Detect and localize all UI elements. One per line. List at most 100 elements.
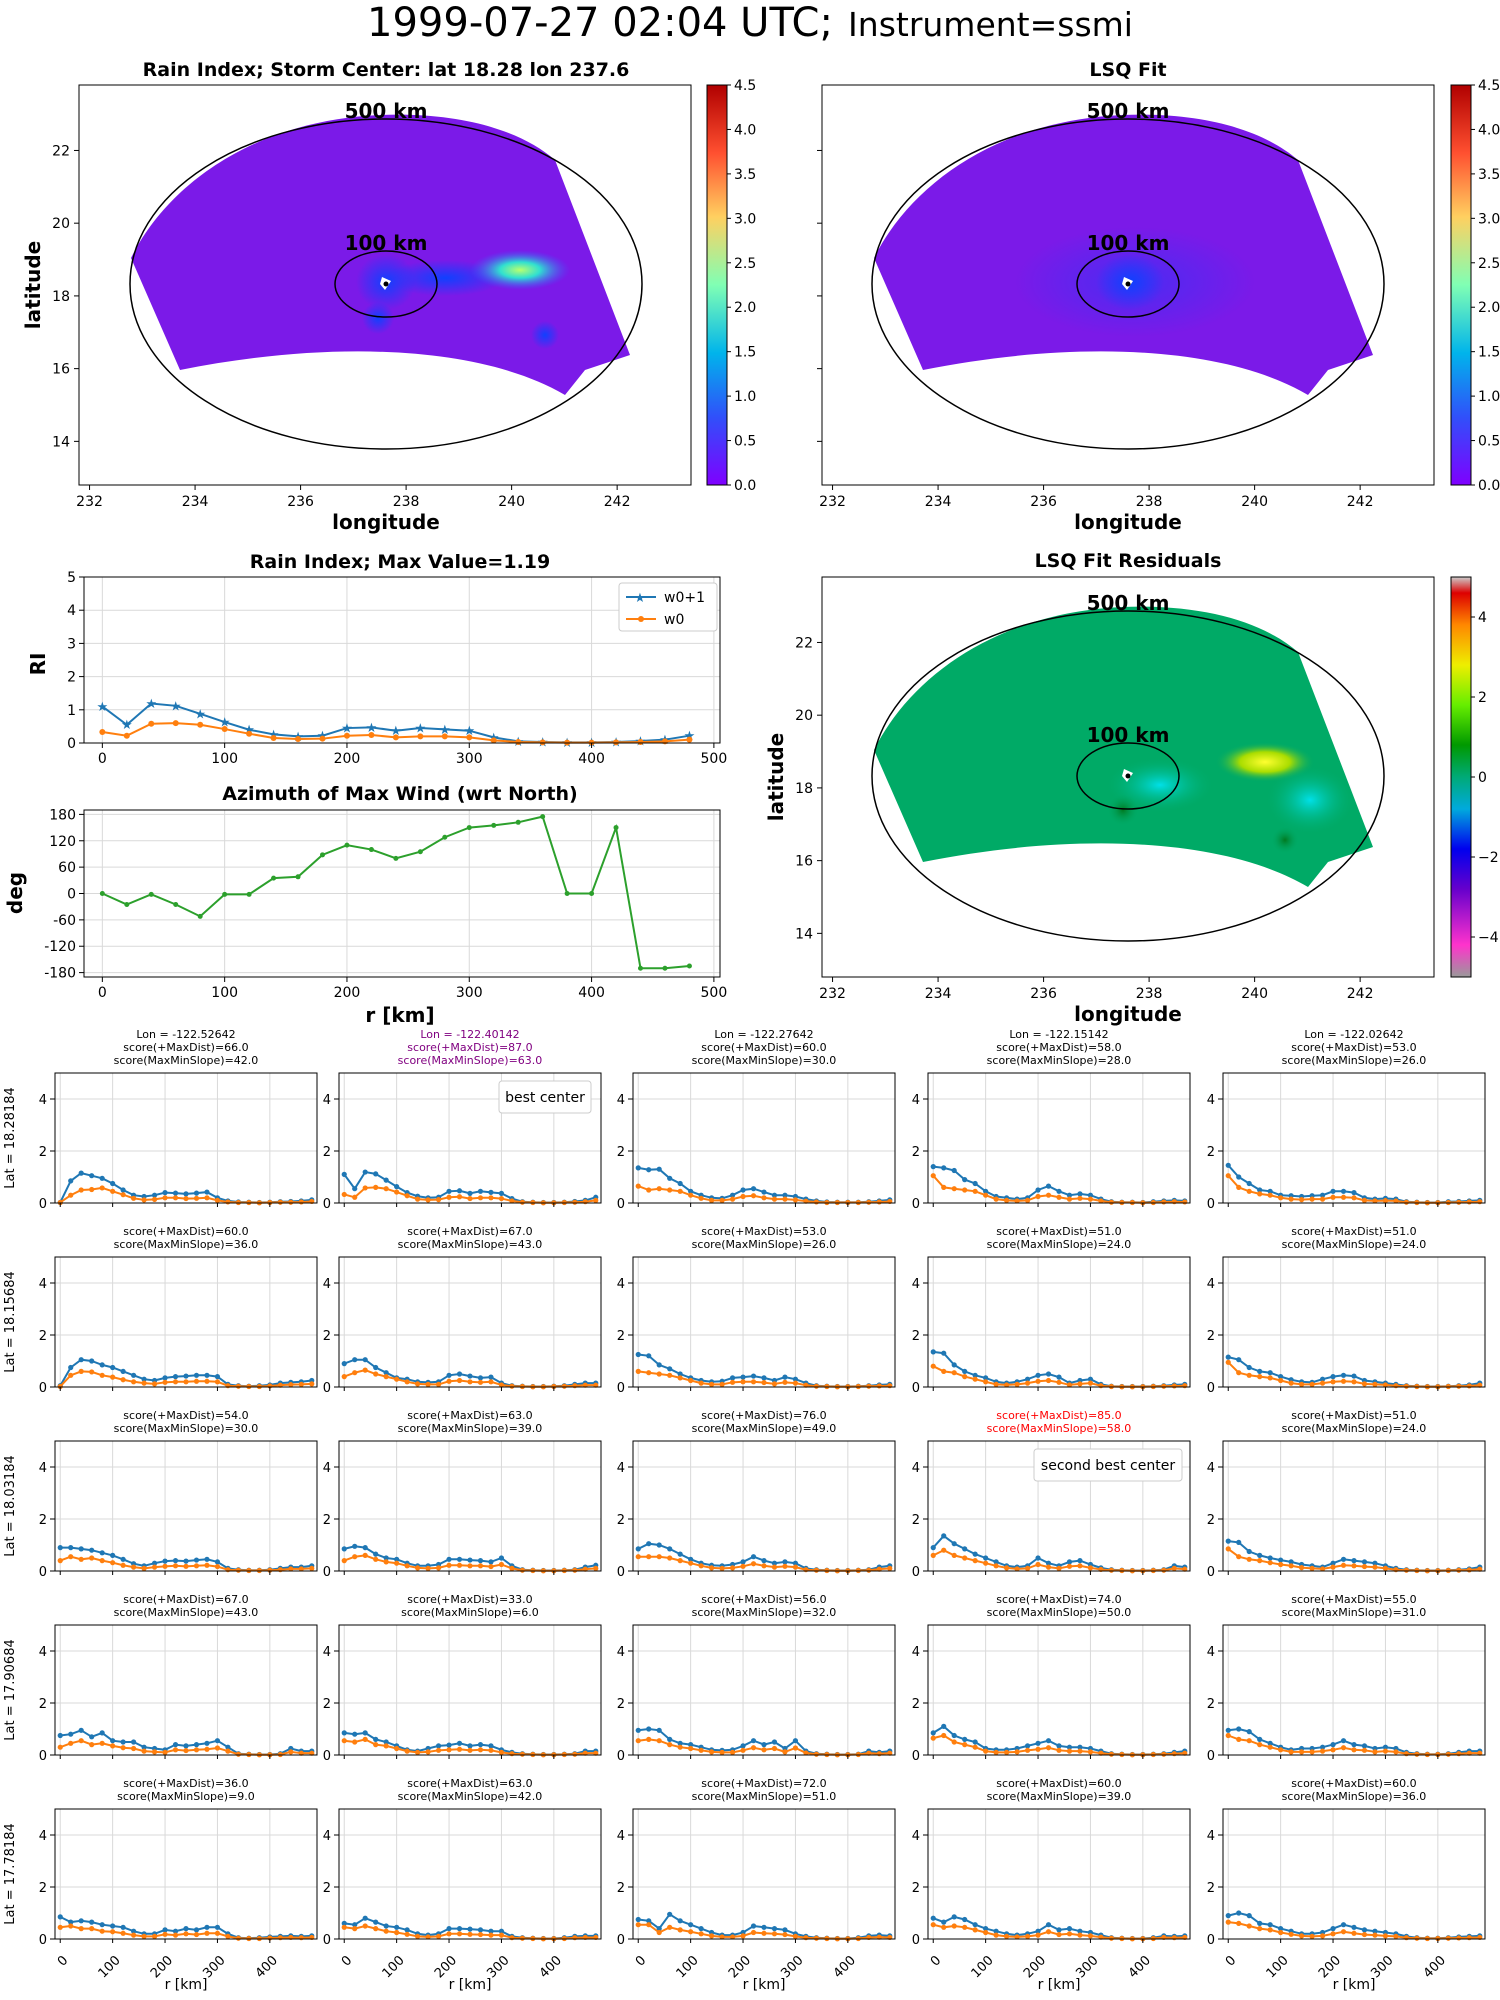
profile-series-w0p1-point — [667, 1546, 673, 1552]
profile-series-w0-point — [1445, 1383, 1451, 1390]
profile-series-w0-point — [498, 1382, 505, 1388]
residuals-map-xtick-label: 238 — [1136, 986, 1163, 1002]
plot-frame — [338, 1440, 602, 1572]
panel-score-maxdist: score(+MaxDist)=63.0 — [407, 1409, 532, 1422]
profile-series-w0-point — [488, 1747, 494, 1753]
plot-frame — [632, 1624, 896, 1756]
profile-series-w0-point — [1477, 1382, 1483, 1388]
ytick-label: 4 — [39, 1645, 47, 1660]
profile-series-w0-point — [941, 1547, 947, 1553]
panel-score-maxdist: score(+MaxDist)=51.0 — [996, 1225, 1121, 1238]
profile-series-w0p1-point — [1045, 1738, 1052, 1744]
profile-series-w0-point — [394, 1560, 400, 1566]
profile-series-w0p1-point — [477, 1558, 484, 1564]
panel-lon-label: Lon = -122.52642 — [136, 1028, 235, 1041]
profile-series-w0-point — [1456, 1199, 1462, 1205]
profile-series-w0-point — [646, 1370, 652, 1376]
profile-panel: score(+MaxDist)=51.0score(MaxMinSlope)=2… — [1207, 1225, 1486, 1396]
profile-series-w0p1-point — [467, 1190, 473, 1196]
profile-series-w0p1-point — [667, 1366, 673, 1372]
profile-series-w0-point — [1288, 1196, 1294, 1202]
profile-series-w0-point — [1309, 1565, 1315, 1571]
profile-series-w0p1-point — [120, 1556, 126, 1562]
profile-series-w0-point — [183, 1931, 189, 1937]
profile-series-w0-point — [246, 1383, 252, 1390]
profile-series-w0-point — [561, 1383, 567, 1389]
profile-series-w0p1-point — [1056, 1927, 1062, 1933]
profile-series-w0-point — [1014, 1566, 1020, 1572]
profile-series-w0-point — [204, 1930, 210, 1936]
profile-series-w0-point — [1414, 1383, 1420, 1390]
profile-series-w0-point — [930, 1363, 936, 1369]
profile-series-w0p1-point — [1330, 1374, 1336, 1380]
profile-series-w0-point — [1171, 1565, 1177, 1571]
colorbar-tick-label: 2.0 — [734, 300, 756, 316]
profile-series-w0p1-point — [729, 1375, 736, 1381]
profile-series-w0-point — [1340, 1562, 1347, 1568]
profile-series-w0-point — [1267, 1375, 1273, 1381]
profile-series-w0p1-point — [667, 1175, 673, 1181]
profile-panel: score(+MaxDist)=60.0score(MaxMinSlope)=3… — [912, 1777, 1191, 1993]
ri-series-w0-point — [417, 733, 424, 740]
profile-series-w0-point — [1288, 1931, 1294, 1937]
ring-label-100: 100 km — [1087, 723, 1170, 747]
profile-series-w0p1-point — [131, 1739, 137, 1745]
profile-series-w0-point — [298, 1566, 304, 1572]
ytick-label: 2 — [39, 1513, 47, 1528]
profile-series-w0-point — [1435, 1935, 1441, 1942]
profile-series-w0p1-point — [1257, 1552, 1263, 1558]
panel-score-maxdist: score(+MaxDist)=60.0 — [996, 1777, 1121, 1790]
ytick-label: 4 — [1207, 1645, 1215, 1660]
residual-colorbar — [1450, 576, 1472, 978]
profile-series-w0-point — [1182, 1566, 1188, 1572]
profile-series-w0-point — [761, 1379, 767, 1386]
panel-xlabel: r [km] — [743, 1977, 786, 1993]
ring-100km — [1076, 742, 1180, 810]
profile-series-w0p1-point — [656, 1362, 662, 1368]
profile-series-w0p1-point — [941, 1919, 947, 1925]
xtick-label: 100 — [1264, 1953, 1292, 1981]
profile-series-w0p1-point — [193, 1557, 200, 1563]
profile-series-w0p1-point — [792, 1738, 799, 1744]
panel-score-maxdist: score(+MaxDist)=53.0 — [1291, 1041, 1416, 1054]
profile-series-w0p1-point — [1267, 1922, 1273, 1928]
plot-frame — [1222, 1072, 1486, 1204]
profile-series-w0-point — [941, 1368, 947, 1374]
profile-series-w0p1-point — [57, 1732, 63, 1739]
ytick-label: 4 — [39, 1829, 47, 1844]
panel-score-slope: score(MaxMinSlope)=26.0 — [692, 1238, 837, 1251]
profile-series-w0p1-point — [1340, 1188, 1347, 1194]
profile-series-w0-point — [941, 1732, 947, 1739]
ytick-label: 4 — [912, 1829, 920, 1844]
profile-series-w0p1-point — [750, 1554, 757, 1560]
profile-series-w0p1-point — [635, 1351, 641, 1358]
profile-series-w0-point — [771, 1381, 778, 1387]
profile-series-w0p1-point — [688, 1188, 694, 1194]
legend-w0p1: w0+1 — [664, 590, 705, 606]
profile-series-w0-point — [667, 1187, 673, 1193]
profile-series-w0-point — [1045, 1745, 1052, 1751]
profile-series-w0p1-point — [951, 1914, 957, 1920]
profile-series-w0-point — [635, 1183, 641, 1189]
profile-series-w0p1-point — [677, 1918, 683, 1924]
profile-series-w0p1-point — [1382, 1744, 1389, 1750]
plot-frame — [927, 1256, 1191, 1388]
profile-series-w0p1-point — [782, 1374, 788, 1380]
rain-colorbar — [706, 84, 728, 486]
profile-series-w0p1-point — [477, 1927, 484, 1933]
profile-series-w0-point — [993, 1563, 999, 1569]
panel-score-slope: score(MaxMinSlope)=24.0 — [987, 1238, 1132, 1251]
profile-series-w0-point — [1414, 1567, 1420, 1574]
profile-series-w0-point — [1077, 1748, 1083, 1754]
profile-series-w0p1-point — [930, 1164, 936, 1170]
profile-series-w0-point — [719, 1197, 725, 1203]
xtick-label: 400 — [578, 751, 605, 767]
ytick-label: 4 — [912, 1093, 920, 1108]
profile-series-w0-point — [277, 1567, 283, 1573]
profile-series-w0-point — [530, 1567, 536, 1574]
profile-series-w0-point — [813, 1567, 820, 1573]
profile-series-w0p1-point — [131, 1372, 137, 1378]
plot-frame — [927, 1072, 1191, 1204]
xtick-label: 0 — [633, 1953, 649, 1969]
profile-series-w0-point — [561, 1567, 567, 1574]
